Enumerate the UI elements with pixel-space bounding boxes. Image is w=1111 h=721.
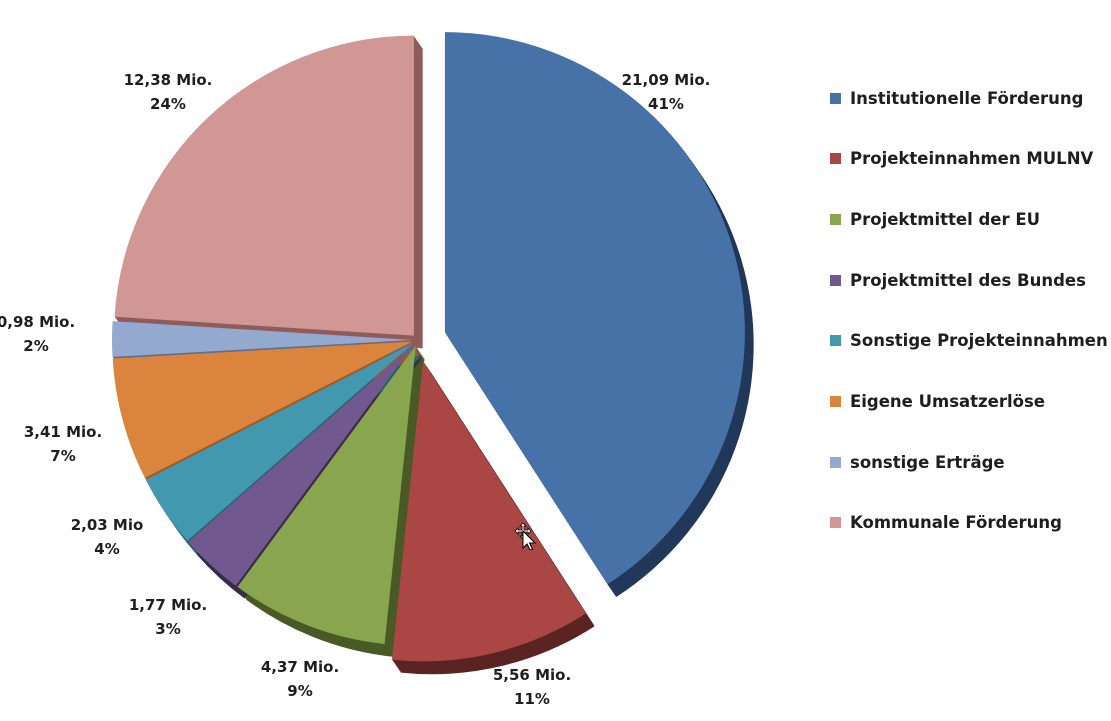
- legend-item: Institutionelle Förderung: [830, 86, 1083, 110]
- legend-swatch: [830, 213, 841, 225]
- legend-swatch: [830, 517, 841, 529]
- data-label-percent: 7%: [50, 447, 75, 465]
- legend-swatch: [830, 92, 841, 104]
- pie-slice-eigene-umsatzerlöse: [112, 341, 413, 478]
- data-label-value: 5,56 Mio.: [493, 666, 571, 684]
- data-label-percent: 3%: [155, 620, 180, 638]
- data-label-value: 2,03 Mio: [71, 516, 144, 534]
- legend-item: Projekteinnahmen MULNV: [830, 147, 1093, 171]
- legend-item: Projektmittel der EU: [830, 207, 1040, 231]
- data-label-value: 12,38 Mio.: [124, 71, 213, 89]
- legend-item: Eigene Umsatzerlöse: [830, 390, 1045, 414]
- legend-label: Sonstige Projekteinnahmen: [850, 331, 1108, 351]
- pie-slice-sonstige-erträge: [112, 321, 412, 357]
- pie-slice-sonstige-projekteinnahmen: [145, 343, 414, 541]
- move-cursor-icon: [514, 522, 536, 550]
- legend-swatch: [830, 335, 841, 347]
- data-label-percent: 2%: [23, 337, 48, 355]
- data-label-value: 1,77 Mio.: [129, 596, 207, 614]
- legend-item: Projektmittel des Bundes: [830, 268, 1086, 292]
- pie-slice-institutionelle-förderung: [444, 32, 745, 585]
- data-label-percent: 4%: [94, 540, 119, 558]
- legend-label: Projektmittel der EU: [850, 209, 1041, 229]
- legend-swatch: [830, 274, 841, 286]
- legend-label: Eigene Umsatzerlöse: [850, 392, 1045, 411]
- legend-label: Kommunale Förderung: [850, 513, 1062, 533]
- data-label-percent: 41%: [648, 95, 684, 113]
- data-label-percent: 24%: [150, 95, 186, 113]
- data-label-value: 21,09 Mio.: [622, 71, 711, 89]
- legend-label: Institutionelle Förderung: [850, 88, 1084, 108]
- legend-swatch: [830, 396, 841, 407]
- pie-slice-kommunale-förderung: [114, 35, 414, 336]
- legend-item: Kommunale Förderung: [830, 511, 1062, 535]
- data-label-value: 0,98 Mio.: [0, 313, 75, 331]
- legend-item: Sonstige Projekteinnahmen: [830, 329, 1108, 353]
- pie-slice-projekteinnahmen-mulnv: [391, 361, 586, 662]
- legend-swatch: [830, 456, 841, 468]
- legend-item: sonstige Erträge: [830, 450, 1005, 474]
- legend-swatch: [830, 153, 841, 165]
- data-label-value: 4,37 Mio.: [261, 658, 339, 676]
- data-label-percent: 9%: [287, 682, 312, 700]
- legend-label: sonstige Erträge: [850, 452, 1005, 472]
- data-label-value: 3,41 Mio.: [24, 423, 102, 441]
- pie-slice-projektmittel-der-eu: [237, 345, 416, 644]
- legend-label: Projektmittel des Bundes: [850, 270, 1086, 290]
- pie-slice-projektmittel-des-bundes: [188, 344, 414, 586]
- data-label-percent: 11%: [514, 690, 550, 708]
- legend-label: Projekteinnahmen MULNV: [850, 149, 1094, 169]
